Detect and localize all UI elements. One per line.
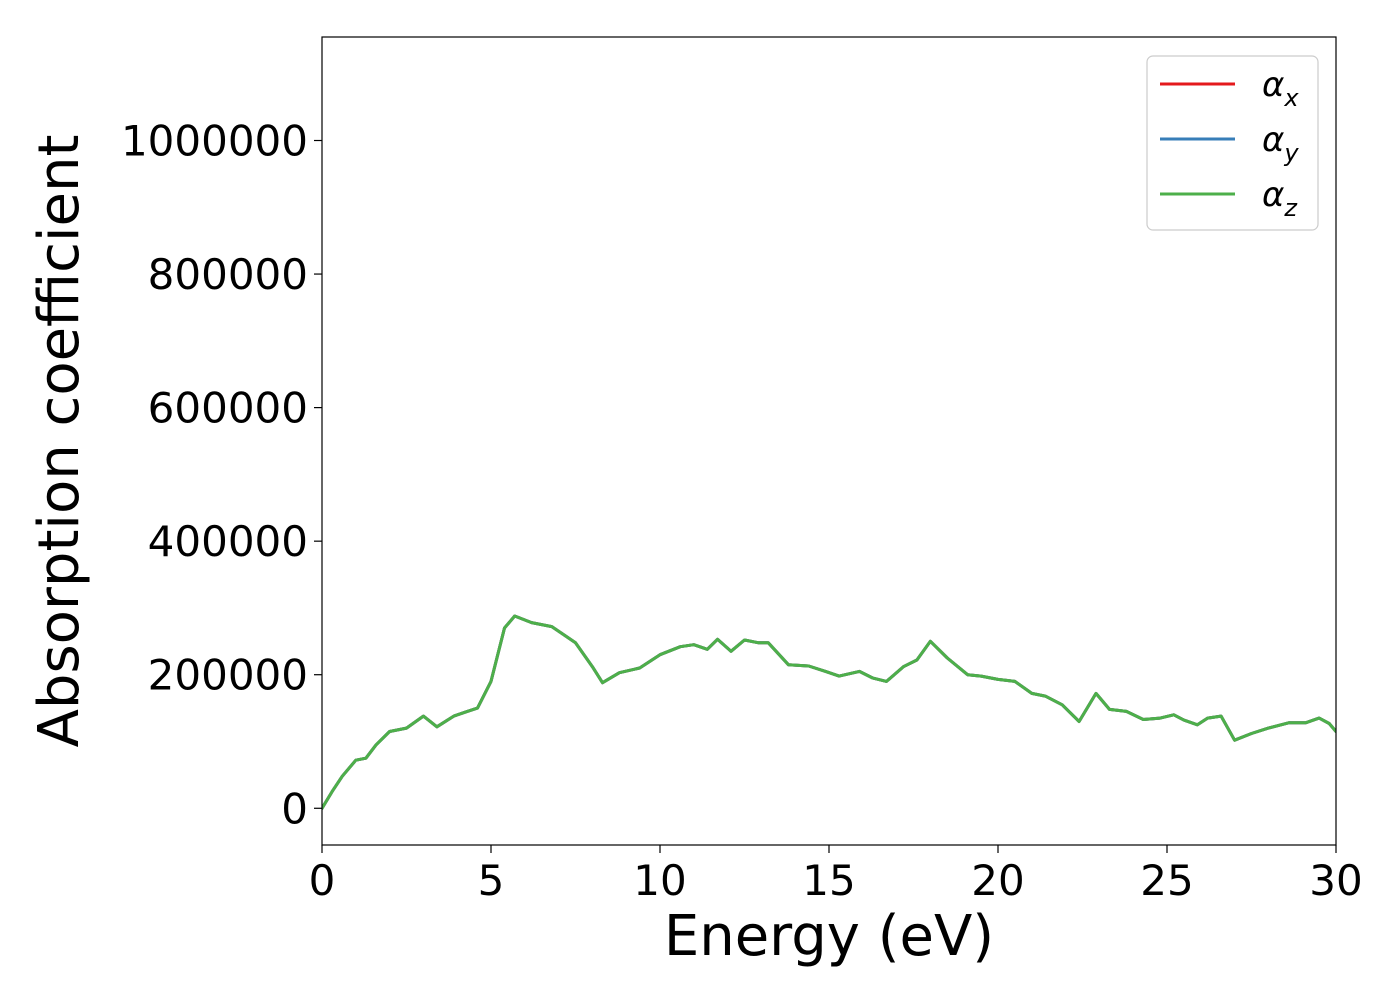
plot-area xyxy=(322,614,1336,810)
x-tick-label: 5 xyxy=(478,856,505,905)
legend-entry-z: αz xyxy=(1262,175,1298,222)
legend-entry-y: αy xyxy=(1262,120,1299,167)
legend-entry-x: αx xyxy=(1262,65,1299,112)
series-line-z xyxy=(322,614,1336,810)
y-tick-label: 0 xyxy=(281,784,308,833)
x-tick-label: 20 xyxy=(971,856,1024,905)
y-tick-label: 200000 xyxy=(148,651,308,700)
legend-subscript: y xyxy=(1283,139,1299,167)
x-tick-label: 30 xyxy=(1309,856,1362,905)
legend-box xyxy=(1146,55,1319,231)
legend-symbol: α xyxy=(1262,120,1284,160)
x-axis-label: Energy (eV) xyxy=(664,904,994,969)
legend-symbol: α xyxy=(1262,175,1284,215)
x-tick-label: 15 xyxy=(802,856,855,905)
series-line-y xyxy=(322,614,1336,810)
y-axis-label: Absorption coefficient xyxy=(27,135,92,748)
x-tick-label: 0 xyxy=(309,856,336,905)
x-tick-label: 25 xyxy=(1140,856,1193,905)
y-tick-label: 400000 xyxy=(148,517,308,566)
x-tick-label: 10 xyxy=(633,856,686,905)
legend-symbol: α xyxy=(1262,65,1284,105)
y-tick-label: 800000 xyxy=(148,250,308,299)
y-tick-label: 600000 xyxy=(148,384,308,433)
series-line-x xyxy=(322,614,1336,810)
axes: 0 5 10 15 20 25 30 0 200000 400000 600000 800000 100… xyxy=(27,36,1363,969)
legend-subscript: x xyxy=(1283,84,1299,112)
legend-subscript: z xyxy=(1283,194,1298,222)
y-tick-label: 1000000 xyxy=(121,117,308,166)
